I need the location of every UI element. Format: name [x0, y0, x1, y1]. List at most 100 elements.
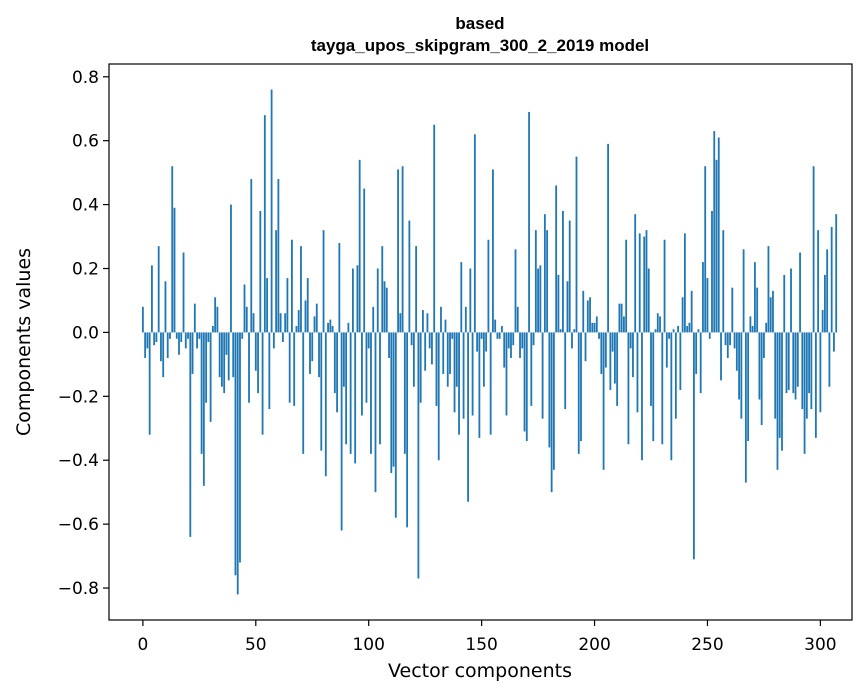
- bar: [286, 278, 289, 333]
- bar: [230, 204, 232, 333]
- bar: [598, 332, 600, 339]
- bar: [665, 332, 668, 368]
- bar: [331, 326, 334, 333]
- bar: [485, 332, 488, 352]
- bars-group: [141, 89, 838, 595]
- bar: [686, 326, 689, 333]
- bar: [263, 115, 266, 333]
- bar: [482, 332, 485, 387]
- bar: [776, 332, 779, 470]
- bar: [760, 332, 763, 426]
- bar: [677, 326, 680, 333]
- bar: [564, 332, 567, 410]
- bar: [778, 332, 781, 438]
- bar: [609, 332, 612, 390]
- bar: [810, 332, 813, 410]
- bar: [559, 329, 562, 333]
- bar: [595, 316, 598, 333]
- bar: [604, 332, 607, 368]
- bar: [178, 332, 180, 355]
- bar: [720, 332, 722, 381]
- bar: [243, 284, 246, 333]
- bar: [632, 332, 634, 378]
- bar: [275, 230, 278, 333]
- bar: [171, 166, 174, 333]
- bar: [437, 332, 440, 461]
- bar: [566, 281, 569, 333]
- bar: [769, 297, 772, 333]
- bar: [173, 207, 176, 333]
- bar: [435, 332, 438, 406]
- bar: [155, 332, 158, 342]
- bar: [562, 210, 564, 333]
- bar: [191, 332, 194, 374]
- bar: [329, 319, 332, 333]
- bar: [654, 329, 657, 333]
- bar: [715, 159, 718, 333]
- bar: [478, 332, 481, 438]
- bar: [790, 268, 792, 333]
- bar: [519, 332, 521, 358]
- bar: [336, 332, 338, 413]
- bar: [638, 233, 641, 333]
- bar: [193, 303, 196, 333]
- bar: [365, 332, 368, 403]
- y-tick-label: 0.0: [72, 323, 99, 343]
- bar: [148, 332, 151, 435]
- bar: [383, 281, 386, 333]
- bar: [394, 332, 397, 518]
- bar: [783, 274, 786, 333]
- bar: [458, 332, 460, 435]
- bar: [548, 332, 551, 448]
- bar: [819, 332, 822, 413]
- bar: [277, 179, 280, 333]
- bar: [552, 332, 555, 470]
- bar: [300, 246, 302, 333]
- bar: [412, 332, 415, 387]
- y-tick-label: −0.8: [58, 579, 99, 599]
- bar: [216, 306, 219, 333]
- bar: [521, 332, 524, 349]
- bar: [573, 329, 576, 333]
- bar: [399, 313, 402, 333]
- x-tick-label: 300: [804, 635, 836, 655]
- bar: [227, 332, 230, 381]
- bar: [796, 332, 799, 387]
- bar: [833, 332, 835, 352]
- bar: [611, 332, 614, 352]
- bar: [753, 262, 756, 333]
- x-tick-label: 200: [578, 635, 610, 655]
- bar: [338, 242, 341, 333]
- bar: [616, 332, 619, 406]
- bar: [808, 332, 810, 394]
- x-tick-label: 250: [691, 635, 723, 655]
- bar: [342, 332, 345, 387]
- bar: [652, 332, 655, 442]
- bar: [354, 332, 357, 464]
- bar: [501, 326, 503, 333]
- bar: [444, 319, 447, 333]
- bar: [668, 332, 670, 339]
- bar: [241, 332, 244, 339]
- bar: [729, 332, 731, 346]
- bar: [756, 287, 759, 333]
- bar: [442, 332, 445, 374]
- bar: [392, 332, 395, 467]
- bar: [141, 306, 144, 333]
- bar: [814, 332, 817, 438]
- bar: [623, 316, 625, 333]
- bar: [772, 290, 774, 333]
- bar: [744, 332, 747, 483]
- bar: [449, 332, 451, 374]
- bar: [453, 332, 456, 413]
- bar: [272, 332, 275, 349]
- bar: [487, 239, 490, 333]
- chart-title-line-1: based: [455, 14, 504, 33]
- bar: [494, 319, 497, 333]
- bar: [469, 268, 472, 333]
- bar: [636, 332, 639, 413]
- bar: [164, 281, 167, 333]
- y-tick-label: 0.8: [72, 68, 99, 88]
- bar: [586, 300, 589, 333]
- bar: [828, 332, 831, 387]
